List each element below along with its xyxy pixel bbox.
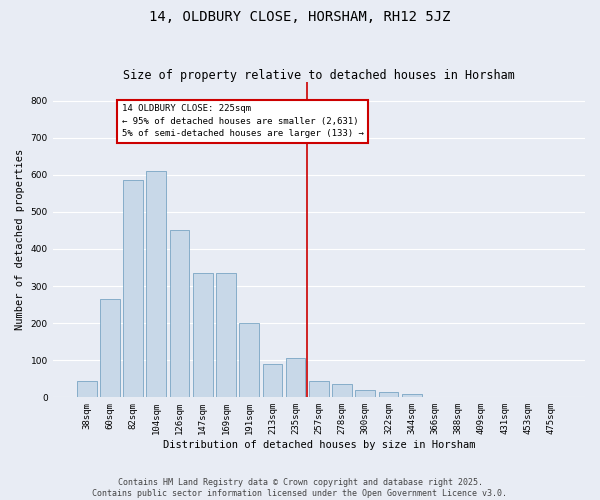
X-axis label: Distribution of detached houses by size in Horsham: Distribution of detached houses by size … xyxy=(163,440,475,450)
Bar xyxy=(77,380,97,398)
Bar xyxy=(100,299,120,398)
Bar xyxy=(216,273,236,398)
Bar xyxy=(263,364,282,398)
Bar xyxy=(286,358,305,398)
Bar xyxy=(425,396,445,398)
Bar xyxy=(170,230,190,398)
Y-axis label: Number of detached properties: Number of detached properties xyxy=(15,149,25,330)
Text: 14 OLDBURY CLOSE: 225sqm
← 95% of detached houses are smaller (2,631)
5% of semi: 14 OLDBURY CLOSE: 225sqm ← 95% of detach… xyxy=(122,104,364,138)
Bar xyxy=(402,394,422,398)
Text: Contains HM Land Registry data © Crown copyright and database right 2025.
Contai: Contains HM Land Registry data © Crown c… xyxy=(92,478,508,498)
Bar xyxy=(123,180,143,398)
Bar xyxy=(309,380,329,398)
Bar xyxy=(193,273,212,398)
Bar xyxy=(239,323,259,398)
Title: Size of property relative to detached houses in Horsham: Size of property relative to detached ho… xyxy=(123,69,515,82)
Bar xyxy=(541,396,561,398)
Bar xyxy=(332,384,352,398)
Bar xyxy=(379,392,398,398)
Bar xyxy=(146,171,166,398)
Text: 14, OLDBURY CLOSE, HORSHAM, RH12 5JZ: 14, OLDBURY CLOSE, HORSHAM, RH12 5JZ xyxy=(149,10,451,24)
Bar xyxy=(355,390,375,398)
